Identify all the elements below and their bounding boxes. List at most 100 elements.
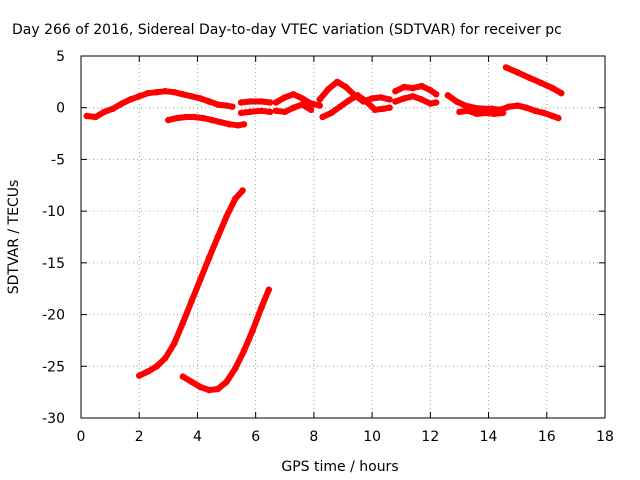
data-point [109,105,117,112]
data-point [200,114,207,122]
data-point [281,94,288,101]
data-point [173,114,181,122]
data-point [537,79,545,87]
data-point [418,96,425,103]
data-point [272,107,280,115]
series-arc-main-2 [238,98,274,106]
data-point [226,121,233,128]
data-point [427,100,434,107]
y-axis-title: SDTVAR / TECUs [6,180,22,295]
data-point [555,114,562,122]
data-point [491,110,498,118]
data-point [188,378,195,385]
data-point [232,365,239,372]
ticks-layer: 0 2 4 6 8 10 12 14 16 18 5 0 -5 -10 -15 -20 -25 -30 [42,49,614,445]
data-point [409,84,417,92]
y-tick-label: -5 [51,152,65,168]
data-point [505,103,513,110]
data-point [334,78,341,86]
data-point [488,105,495,112]
data-point [83,112,91,120]
data-point [400,83,408,91]
data-point [465,107,472,115]
data-point [205,98,213,105]
data-point [319,113,326,121]
data-point [232,195,239,202]
data-point [179,91,187,98]
x-tick-label: 14 [480,429,498,445]
chart-title: Day 266 of 2016, Sidereal Day-to-day VTE… [12,22,562,38]
data-point [307,100,315,107]
data-point [316,96,323,103]
data-point [205,386,213,394]
data-point [299,101,306,108]
data-point [290,91,297,98]
data-point [197,95,204,102]
data-point [223,213,230,220]
data-point [258,304,265,311]
data-point [444,92,451,99]
y-tick-label: 0 [56,101,65,117]
data-point [377,94,384,101]
data-point [127,96,134,103]
plot-frame [80,55,606,419]
data-point [171,89,178,96]
data-point [328,109,335,117]
data-point [409,93,417,100]
y-tick-label: 5 [56,49,65,65]
data-point [188,93,195,100]
data-point [267,99,274,106]
data-point [473,110,481,118]
data-point [499,109,507,117]
data-point [214,233,221,241]
data-point [223,102,230,109]
data-point [549,84,556,92]
data-point [482,109,489,117]
data-point [290,104,297,111]
data-point [386,104,393,111]
data-point [237,109,245,117]
data-point [258,107,265,115]
data-point [418,82,425,90]
data-point [197,383,204,391]
data-point [118,100,126,107]
data-point [136,372,143,379]
data-point [237,99,245,106]
data-point [214,385,221,393]
data-point [526,74,533,81]
data-point [136,93,143,100]
data-point [540,109,548,117]
data-point [101,108,108,116]
data-point [299,95,306,102]
data-point [281,108,288,116]
data-point [386,96,393,103]
data-point [514,102,521,109]
data-point [188,297,195,305]
data-point [433,99,440,106]
data-point [272,99,280,106]
data-point [531,107,539,115]
data-point [558,90,565,97]
data-point [246,98,253,105]
data-point [267,108,274,116]
data-point [208,116,216,124]
data-point [214,101,221,108]
data-point [197,276,204,283]
data-point [392,98,399,105]
data-point [182,113,189,121]
data-point [258,98,265,105]
data-point [223,378,230,385]
data-point [433,91,440,98]
x-tick-label: 6 [251,429,260,445]
data-point [549,112,556,120]
data-point [239,187,246,194]
data-point [380,105,387,112]
x-tick-label: 4 [193,429,202,445]
data-point [240,347,248,354]
x-tick-label: 12 [421,429,439,445]
data-point [400,95,408,102]
series-arc-low-1 [165,114,247,129]
data-point [217,119,224,126]
data-point [453,98,460,105]
